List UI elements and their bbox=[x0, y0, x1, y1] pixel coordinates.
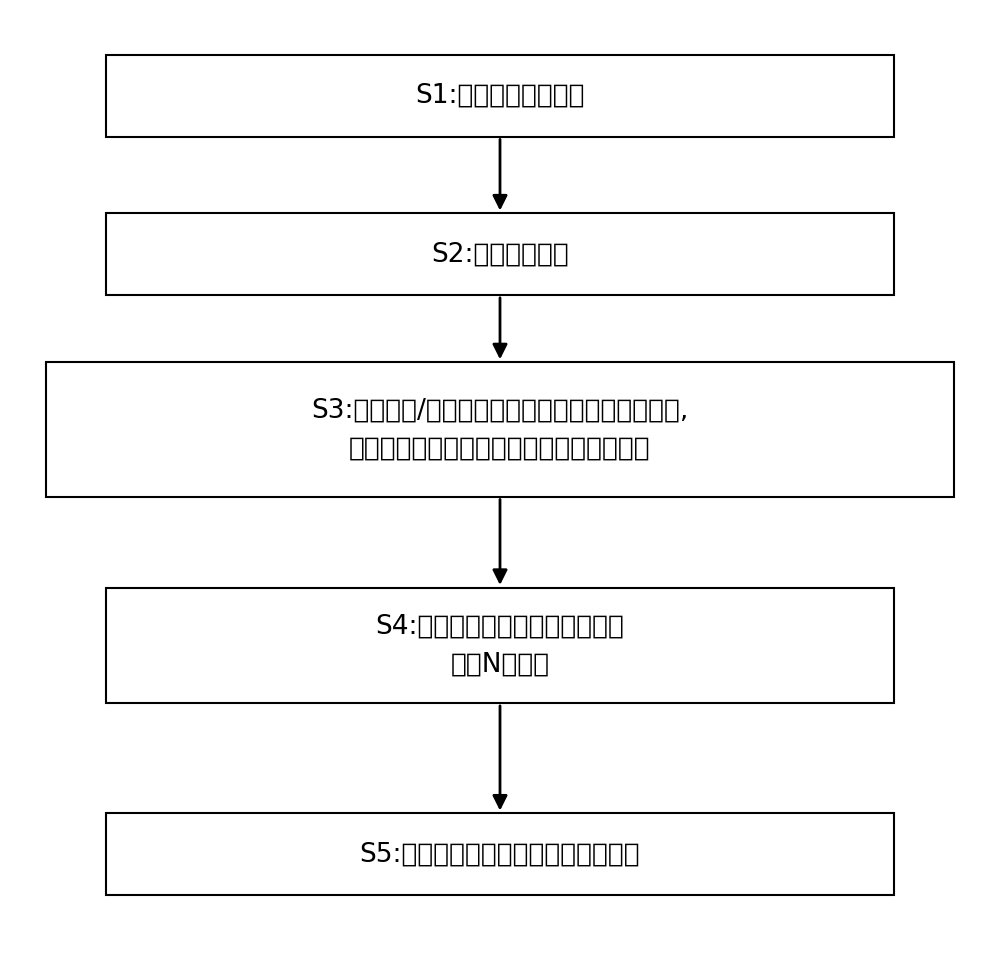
Text: S2:测控平台运动: S2:测控平台运动 bbox=[431, 242, 569, 267]
FancyBboxPatch shape bbox=[106, 588, 894, 703]
Text: S5:触发位移传感器采集表面高度数据: S5:触发位移传感器采集表面高度数据 bbox=[360, 842, 640, 867]
FancyBboxPatch shape bbox=[106, 813, 894, 895]
Text: S1:构建多轴测控系统: S1:构建多轴测控系统 bbox=[415, 83, 585, 109]
FancyBboxPatch shape bbox=[46, 362, 954, 497]
Text: S4:根据采样周期对同步基准信号: S4:根据采样周期对同步基准信号 bbox=[376, 614, 624, 639]
FancyBboxPatch shape bbox=[106, 55, 894, 136]
Text: 进行N倍分频: 进行N倍分频 bbox=[450, 652, 550, 678]
Text: 计算得到当前运动最快轴作为同步基准信息: 计算得到当前运动最快轴作为同步基准信息 bbox=[349, 435, 651, 462]
FancyBboxPatch shape bbox=[106, 213, 894, 295]
Text: S3:位置检测/同步装置同时采集光栅尺的位置信息,: S3:位置检测/同步装置同时采集光栅尺的位置信息, bbox=[311, 397, 689, 423]
